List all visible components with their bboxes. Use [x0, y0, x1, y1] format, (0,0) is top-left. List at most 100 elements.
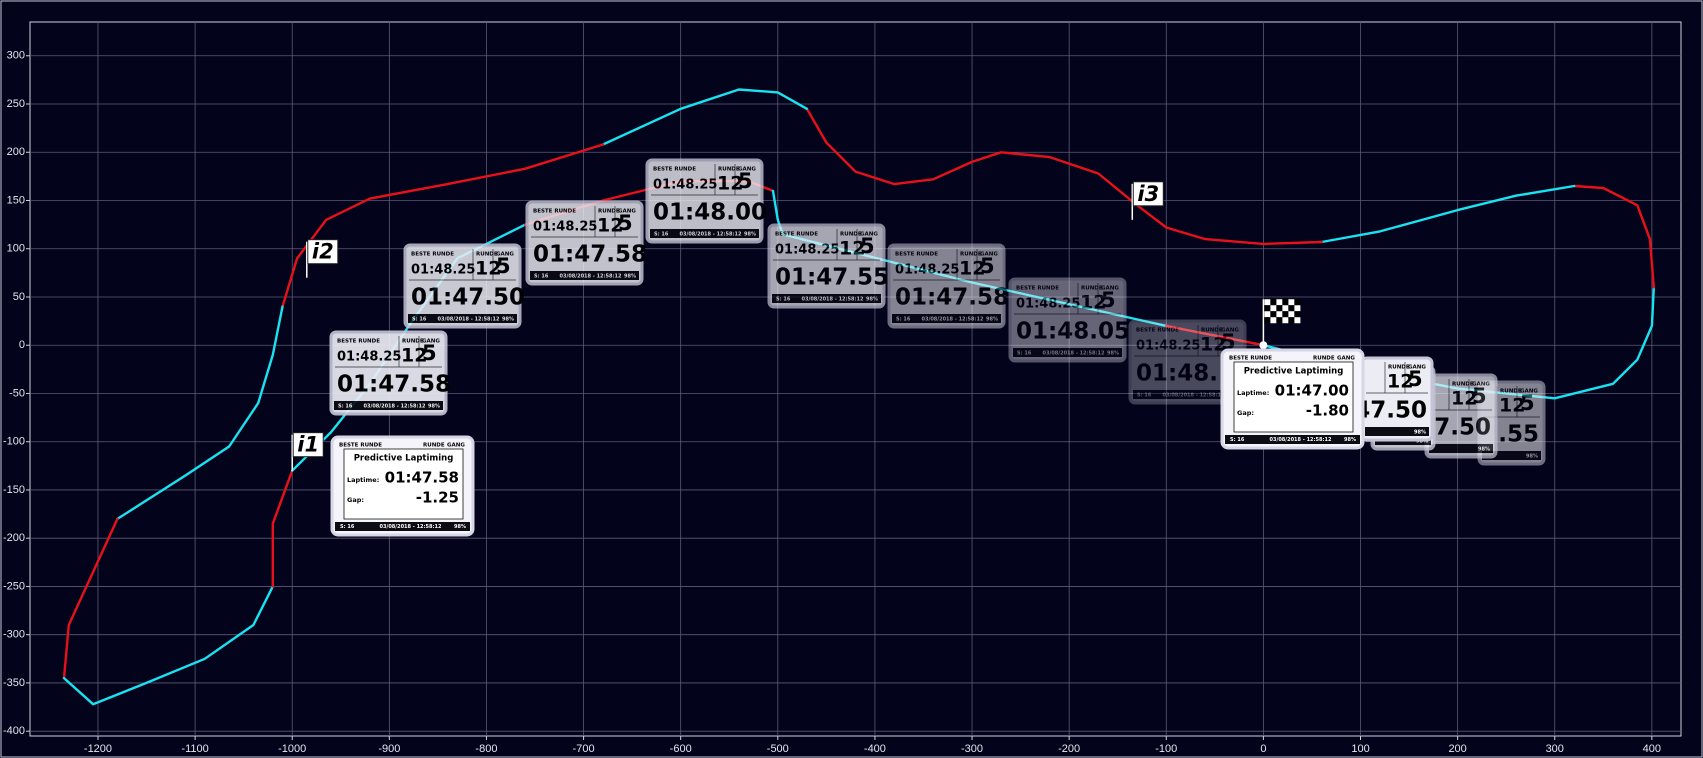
card-footer — [1482, 451, 1541, 460]
footer-text: S: 16 — [776, 297, 791, 303]
predictive-box — [343, 448, 464, 520]
header-label: RUNDE — [718, 167, 740, 173]
footer-text: 03/08/2018 - 12:58:12 — [560, 274, 622, 280]
x-tick-label: -500 — [767, 743, 789, 755]
finish-flag-cell — [1270, 299, 1277, 306]
finish-flag-cell — [1270, 311, 1277, 318]
gear: 5 — [1520, 391, 1535, 415]
y-tick-label: -150 — [3, 484, 25, 496]
track-segment — [281, 143, 605, 308]
lap-time: 01:47.50 — [411, 285, 525, 311]
footer-text: 98% — [502, 317, 514, 323]
track-segment — [116, 305, 284, 521]
footer-text: 03/08/2018 - 12:58:12 — [680, 232, 742, 238]
header-label: GANG — [618, 209, 636, 215]
x-tick-label: -1000 — [278, 743, 306, 755]
header-label: RUNDE — [598, 209, 620, 215]
card-footer — [1225, 435, 1360, 444]
y-tick-label: -200 — [3, 532, 25, 544]
predictive-card: BESTE RUNDE RUNDE GANG Predictive Laptiming… — [1220, 348, 1365, 450]
header-label: RUNDE — [402, 339, 424, 345]
best-lap: 01:48.25 — [1136, 339, 1200, 354]
lap-time: 01:47.58 — [337, 372, 451, 398]
header-label: RUNDE — [423, 443, 445, 449]
finish-flag-cell — [1288, 311, 1295, 318]
gear: 5 — [1472, 384, 1487, 408]
laptime: 01:47.58 — [385, 469, 459, 487]
finish-flag-cell — [1276, 305, 1283, 312]
finish-flag-cell — [1282, 311, 1289, 318]
round: 12 — [1451, 388, 1477, 410]
finish-flag-cell — [1294, 311, 1301, 318]
lap-time: 01:48.05 — [1016, 319, 1130, 345]
best-lap: 01:48.25 — [533, 220, 597, 235]
header-label: BESTE RUNDE — [895, 252, 938, 258]
card-bg — [645, 158, 764, 244]
marker-label: i1 — [297, 433, 319, 457]
finish-flag-cell — [1282, 317, 1289, 324]
header-label: RUNDE — [1452, 382, 1474, 388]
header-label: RUNDE — [960, 252, 982, 258]
card-footer — [892, 314, 1001, 323]
lap-time: 01:47.58 — [895, 285, 1009, 311]
footer-text: 03/08/2018 - 12:58:12 — [364, 404, 426, 410]
track-segment — [1573, 184, 1655, 289]
laptime: 01:47.00 — [1275, 382, 1349, 400]
x-tick-label: -600 — [670, 743, 692, 755]
finish-flag-cell — [1294, 299, 1301, 306]
finish-flag-cell — [1288, 299, 1295, 306]
gap: -1.80 — [1306, 402, 1349, 420]
header-label: GANG — [422, 339, 440, 345]
marker-flag — [292, 432, 324, 458]
predictive-title: Predictive Laptiming — [1244, 367, 1344, 377]
lap-time: 01:48.00 — [653, 200, 767, 226]
footer-text: 03/08/2018 - 12:58:12 — [1270, 437, 1332, 443]
footer-text: S: 16 — [338, 404, 353, 410]
predictive-title: Predictive Laptiming — [354, 454, 454, 464]
header-label: BESTE RUNDE — [775, 232, 818, 238]
gear: 5 — [496, 254, 511, 278]
y-tick-label: -50 — [9, 387, 25, 399]
x-tick-label: 0 — [1260, 743, 1266, 755]
y-tick-label: 250 — [7, 98, 25, 110]
best-lap: 01:48.25 — [1016, 297, 1080, 312]
y-tick-label: -100 — [3, 436, 25, 448]
x-tick-label: -900 — [378, 743, 400, 755]
gear: 5 — [422, 341, 437, 365]
lap-time: .55 — [1498, 422, 1539, 448]
x-tick-label: 400 — [1643, 743, 1661, 755]
round: 12 — [1499, 395, 1525, 417]
header-label: GANG — [1221, 328, 1239, 334]
footer-text: 98% — [744, 232, 756, 238]
finish-flag-cell — [1276, 299, 1283, 306]
footer-text: 03/08/2018 - 12:58:12 — [922, 317, 984, 323]
round: 12 — [401, 345, 427, 367]
card-footer — [1133, 390, 1242, 399]
marker-flag — [1132, 181, 1164, 207]
marker-flag — [307, 239, 339, 265]
header-label: GANG — [1101, 286, 1119, 292]
card-footer — [334, 401, 443, 410]
best-lap: 01:48.25 — [775, 243, 839, 258]
card-bg — [525, 200, 644, 286]
y-tick-label: 150 — [7, 194, 25, 206]
track-segment — [805, 107, 1323, 246]
footer-text: S: 16 — [412, 317, 427, 323]
footer-text: 03/08/2018 - 12:58:12 — [1043, 351, 1105, 357]
footer-text: S: 16 — [534, 274, 549, 280]
footer-text: S: 16 — [896, 317, 911, 323]
gear: 5 — [980, 254, 995, 278]
card-footer — [1365, 427, 1429, 436]
y-tick-label: 0 — [19, 339, 25, 351]
lap-time: 01:48.1 — [1136, 361, 1234, 387]
footer-text: 98% — [1526, 454, 1538, 460]
x-tick-label: -400 — [864, 743, 886, 755]
finish-flag-cell — [1282, 299, 1289, 306]
round: 12 — [959, 258, 985, 280]
